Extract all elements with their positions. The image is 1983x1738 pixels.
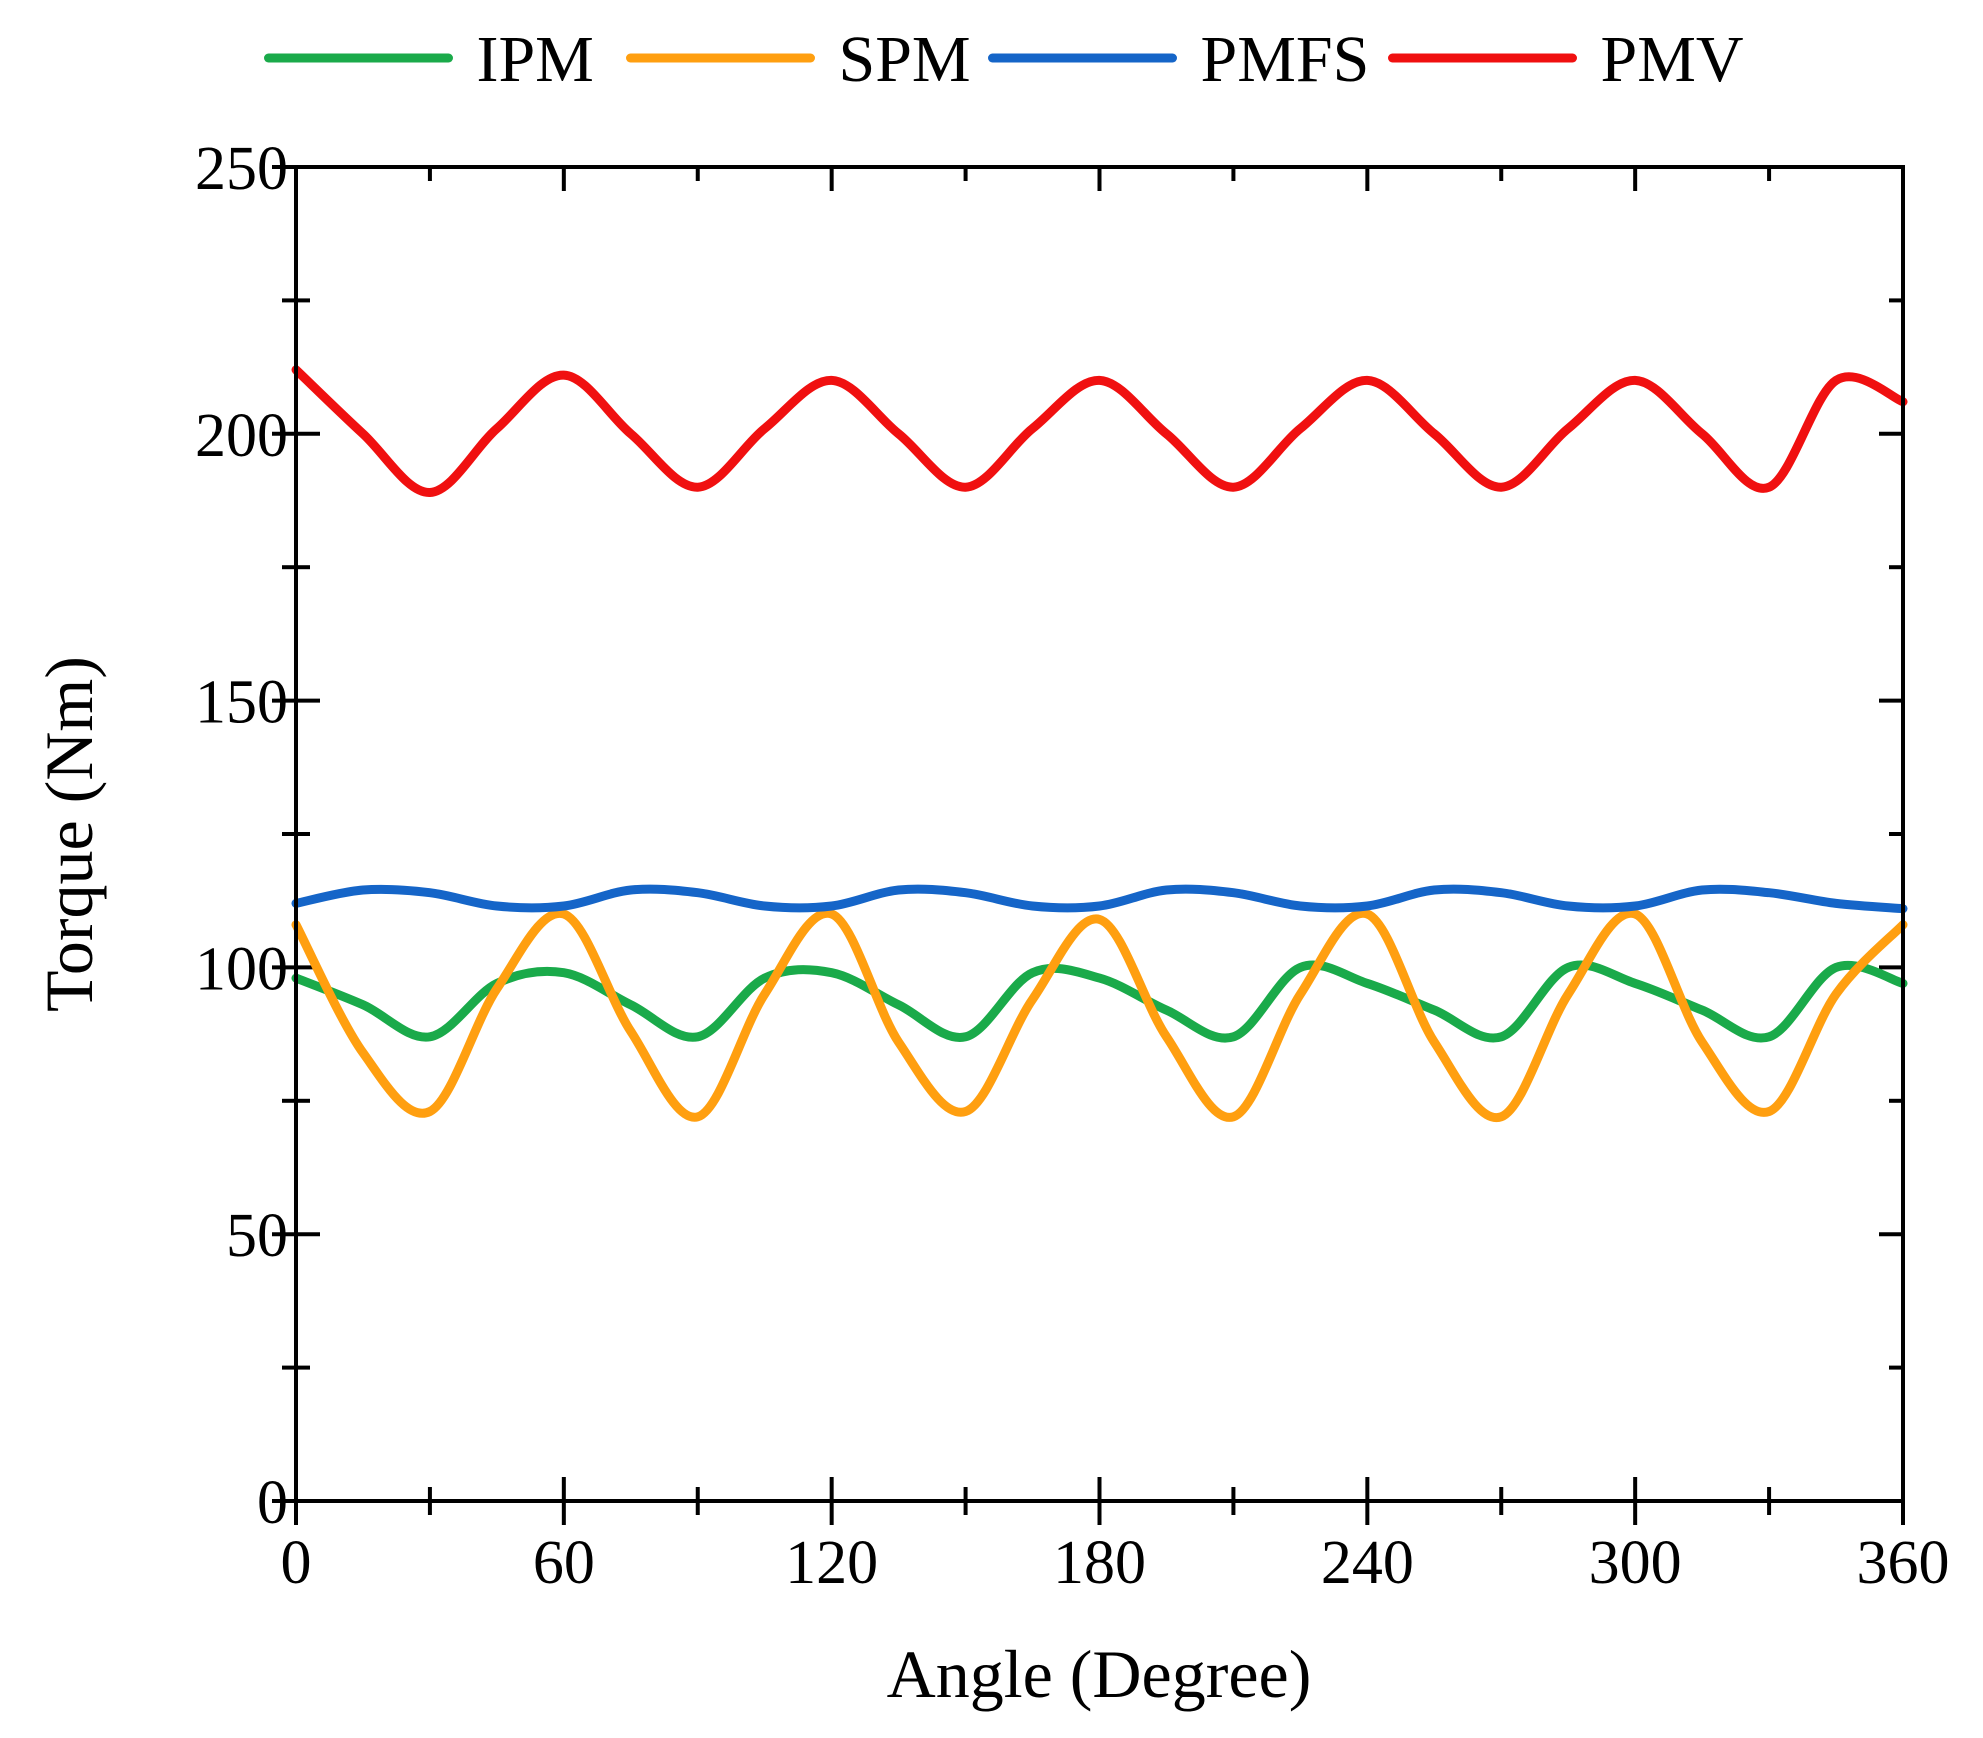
series-line-ipm bbox=[291, 960, 1908, 1043]
series-lines bbox=[291, 365, 1908, 1123]
x-tick-label: 60 bbox=[533, 1529, 595, 1597]
x-tick-label: 240 bbox=[1321, 1529, 1414, 1597]
series-line-pmv bbox=[291, 365, 1908, 497]
x-axis-title: Angle (Degree) bbox=[887, 1636, 1312, 1712]
y-tick-label: 0 bbox=[257, 1469, 288, 1537]
legend-label-pmfs: PMFS bbox=[1201, 23, 1370, 96]
legend: IPM SPM PMFS PMV bbox=[264, 23, 1744, 96]
legend-label-pmv: PMV bbox=[1601, 23, 1744, 96]
x-tick-label: 180 bbox=[1053, 1529, 1146, 1597]
y-tick-label: 150 bbox=[195, 669, 288, 737]
axis-tick-labels: 0 60 120 180 240 300 360 0 50 100 150 200 250 bbox=[195, 135, 1950, 1597]
x-tick-label: 300 bbox=[1589, 1529, 1682, 1597]
x-tick-label: 0 bbox=[281, 1529, 312, 1597]
y-tick-label: 50 bbox=[226, 1202, 288, 1270]
series-line-spm bbox=[291, 908, 1908, 1123]
series-line-pmfs bbox=[291, 884, 1908, 914]
plot-frame bbox=[294, 165, 1905, 1503]
axis-ticks bbox=[272, 165, 1905, 1525]
y-tick-label: 250 bbox=[195, 135, 288, 203]
x-tick-label: 120 bbox=[785, 1529, 878, 1597]
y-tick-label: 100 bbox=[195, 935, 288, 1003]
legend-label-spm: SPM bbox=[839, 23, 971, 96]
x-tick-label: 360 bbox=[1857, 1529, 1950, 1597]
legend-label-ipm: IPM bbox=[477, 23, 594, 96]
y-tick-label: 200 bbox=[195, 402, 288, 470]
y-axis-title: Torque (Nm) bbox=[31, 656, 107, 1012]
